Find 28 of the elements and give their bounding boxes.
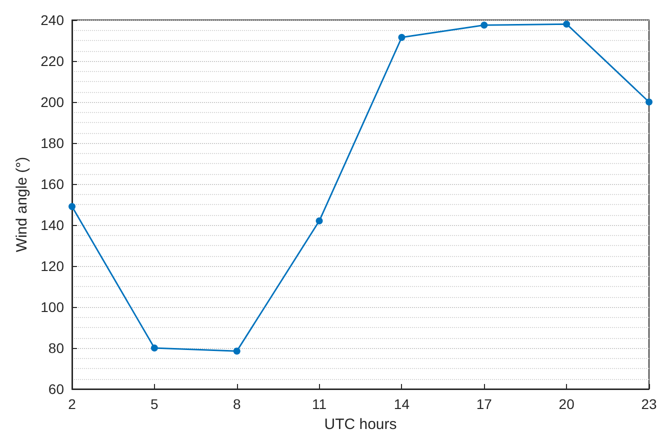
point [233,348,240,355]
point [563,20,570,28]
x-tick-label: 23 [641,396,657,412]
point [150,344,158,352]
y-axis-title: Wind angle (°) [14,156,31,252]
x-tick-label: 8 [232,396,241,412]
x-tick-label: 14 [394,396,410,412]
y-tick-label: 120 [40,258,64,274]
x-tick-label: 5 [150,396,159,412]
y-tick-label: 140 [40,217,64,233]
y-tick-label: 80 [48,340,64,356]
point [316,217,323,224]
y-tick-label: 100 [40,299,64,315]
y-tick-label: 200 [40,94,64,110]
x-axis-title: UTC hours [324,416,397,433]
y-tick-label: 60 [48,381,64,397]
x-tick-label: 11 [312,396,327,412]
y-tick-label: 160 [40,176,64,192]
point [398,34,406,41]
x-tick-label: 17 [476,396,492,412]
point [480,22,488,29]
point [68,203,76,210]
x-tick-label: 2 [68,396,76,412]
y-tick-label: 180 [40,135,64,151]
point [646,98,652,106]
y-tick-label: 220 [40,53,64,69]
y-tick-label: 240 [40,12,64,28]
x-tick-label: 20 [558,396,575,412]
